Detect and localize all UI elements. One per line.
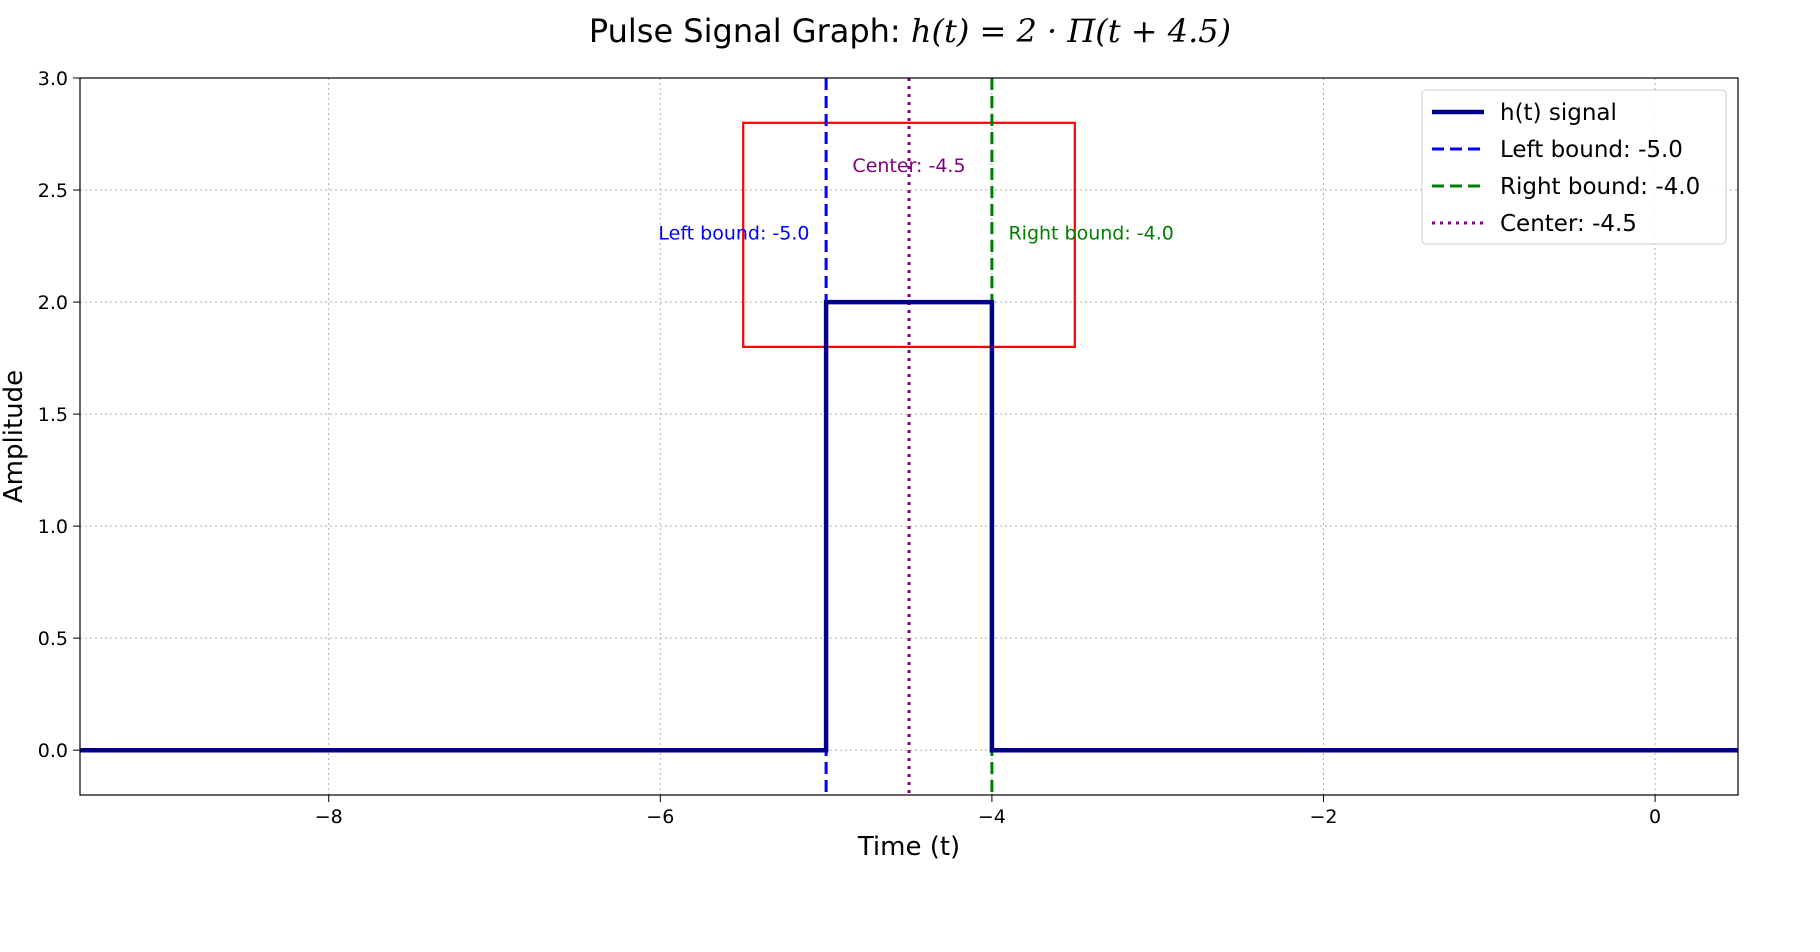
y-axis-label: Amplitude <box>0 370 29 503</box>
x-tick-label: 0 <box>1649 806 1661 828</box>
axis-ticks: −8 −6 −4 −2 0 0.0 0.5 1.0 1.5 2.0 2.5 3.0 <box>38 68 1661 828</box>
annotation-label: Right bound: -4.0 <box>1008 222 1173 244</box>
plot-frame <box>79 77 1739 796</box>
y-tick-label: 2.0 <box>38 292 68 314</box>
legend: h(t) signal Left bound: -5.0 Right bound: … <box>1421 89 1727 245</box>
y-tick-label: 3.0 <box>38 68 68 90</box>
chart-title-math: h(t) = 2 · Π(t + 4.5) <box>911 12 1231 50</box>
series-layer <box>80 299 1738 753</box>
vertical-lines <box>824 78 994 795</box>
y-tick-label: 1.5 <box>38 404 68 426</box>
x-tick-label: −4 <box>978 806 1006 828</box>
y-tick-label: 0.5 <box>38 628 68 650</box>
y-tick-label: 0.0 <box>38 740 68 762</box>
legend-label: Right bound: -4.0 <box>1500 174 1700 200</box>
legend-label: Center: -4.5 <box>1500 211 1637 237</box>
annotation-label: Center: -4.5 <box>852 155 965 177</box>
highlight-box <box>742 121 1076 348</box>
annotation-label: Left bound: -5.0 <box>658 222 809 244</box>
legend-box <box>1421 89 1727 245</box>
y-tick-label: 1.0 <box>38 516 68 538</box>
x-axis-label: Time (t) <box>857 832 960 862</box>
highlight-box-layer <box>742 121 1076 348</box>
chart-title-prefix: Pulse Signal Graph: <box>589 12 911 50</box>
x-tick-label: −8 <box>315 806 343 828</box>
legend-label: Left bound: -5.0 <box>1500 137 1683 163</box>
y-tick-label: 2.5 <box>38 180 68 202</box>
x-tick-label: −2 <box>1309 806 1337 828</box>
series-line-h-signal <box>80 299 1738 753</box>
chart-title: Pulse Signal Graph: h(t) = 2 · Π(t + 4.5… <box>589 12 1231 50</box>
legend-label: h(t) signal <box>1500 100 1617 126</box>
annotations: Left bound: -5.0 Center: -4.5 Right bound:… <box>658 155 1174 244</box>
x-tick-label: −6 <box>646 806 674 828</box>
